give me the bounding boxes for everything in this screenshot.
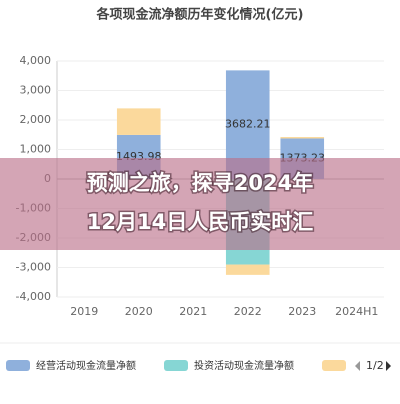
legend-prev[interactable] (355, 361, 360, 371)
bar-segment (280, 137, 325, 139)
data-label: 3682.21 (225, 118, 271, 131)
legend-label: 经营活动现金流量净额 (36, 359, 136, 372)
x-tick-label: 2024H1 (335, 305, 378, 318)
banner-text: 12月14日人民币实时汇 (87, 210, 313, 234)
y-tick-label: 1,000 (20, 143, 52, 156)
legend-label: 投资活动现金流量净额 (194, 359, 294, 372)
bar-segment (225, 264, 270, 275)
bar-segment (116, 108, 161, 135)
legend-swatch (6, 360, 30, 371)
y-tick-label: 2,000 (20, 113, 52, 126)
legend-swatch (164, 360, 188, 371)
y-tick-label: 3,000 (20, 84, 52, 97)
y-tick-label: 4,000 (20, 54, 52, 67)
y-tick-label: -3,000 (16, 261, 51, 274)
legend-next[interactable] (386, 361, 391, 371)
x-tick-label: 2023 (288, 305, 316, 318)
x-tick-label: 2020 (125, 305, 153, 318)
legend-page: 1/2 (366, 359, 384, 372)
banner (0, 158, 400, 250)
x-tick-label: 2021 (179, 305, 207, 318)
banner-text: 预测之旅，探寻2024年 (87, 171, 313, 195)
x-tick-label: 2019 (70, 305, 98, 318)
chart-title: 各项现金流净额历年变化情况(亿元) (96, 7, 304, 23)
legend-swatch (322, 360, 346, 371)
x-tick-label: 2022 (234, 305, 262, 318)
y-tick-label: -4,000 (16, 290, 51, 303)
